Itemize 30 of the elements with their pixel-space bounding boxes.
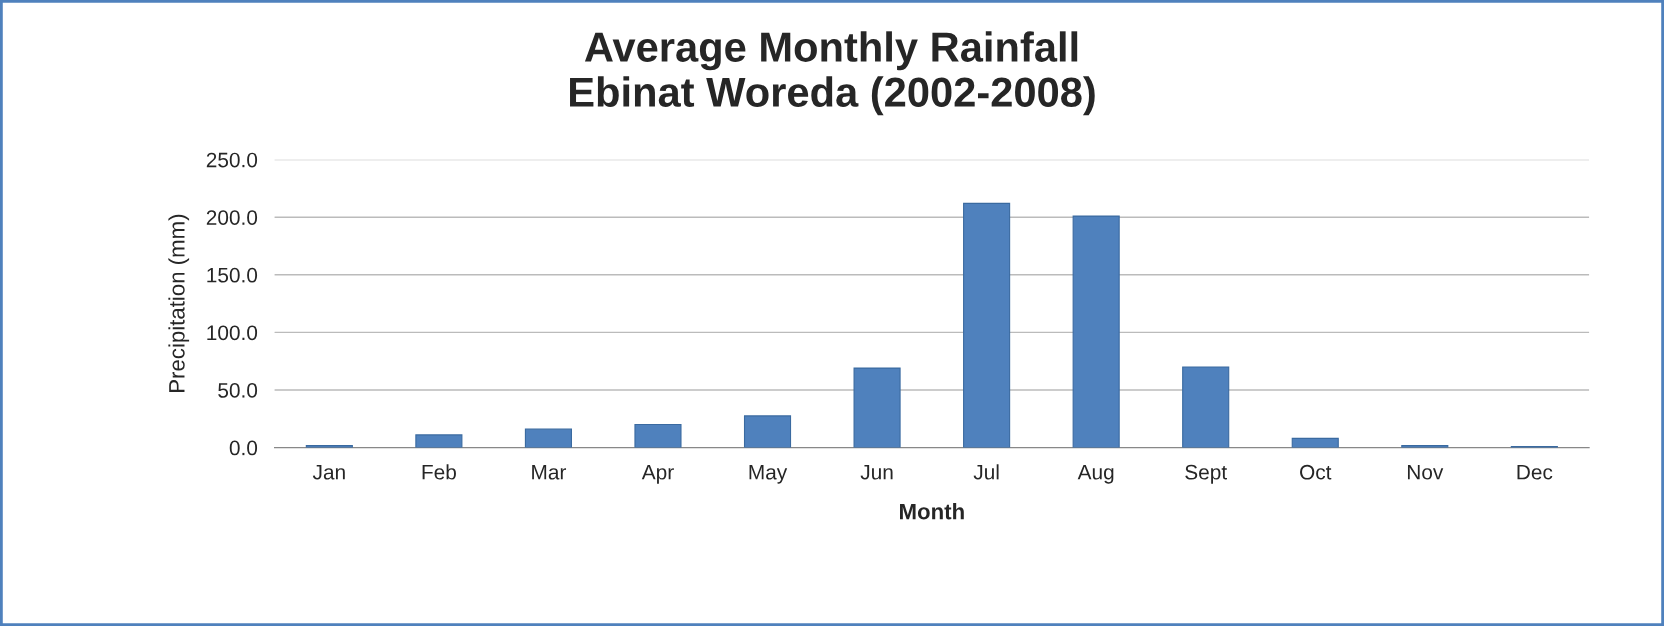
- bar: [743, 415, 792, 448]
- x-axis-title: Month: [900, 503, 964, 520]
- chart-title: Average Monthly Rainfall Ebinat Woreda (2002-2008): [570, 31, 1095, 116]
- y-tick-label: 0.0: [229, 440, 258, 456]
- x-tick-label: Feb: [422, 464, 456, 480]
- x-tick-label: May: [749, 465, 788, 484]
- x-tick-label: Aug: [1077, 465, 1114, 484]
- bar: [1182, 366, 1230, 448]
- bar: [1291, 437, 1339, 448]
- x-tick-label: Jul: [973, 464, 999, 480]
- x-tick-label: Jan: [312, 465, 345, 480]
- y-tick-label: 250.0: [206, 152, 258, 168]
- x-tick-label: Nov: [1407, 465, 1444, 480]
- bar: [1072, 215, 1120, 448]
- x-tick-label: Dec: [1517, 465, 1553, 480]
- bar: [415, 434, 463, 448]
- bar: [634, 423, 682, 448]
- x-tick-label: Jun: [860, 465, 893, 480]
- x-tick-label: Oct: [1300, 464, 1332, 480]
- bar: [524, 428, 572, 448]
- y-tick-label: 50.0: [218, 383, 258, 398]
- bar: [853, 367, 901, 448]
- y-axis-title: Precipitation (mm): [168, 214, 190, 392]
- y-tick-label: 100.0: [207, 325, 258, 341]
- x-tick-label: Sept: [1185, 464, 1227, 484]
- y-tick-label: 200.0: [206, 210, 258, 225]
- bar: [963, 202, 1011, 448]
- y-tick-label: 150.0: [207, 267, 258, 283]
- x-tick-label: Apr: [641, 465, 674, 484]
- x-tick-label: Mar: [532, 465, 567, 480]
